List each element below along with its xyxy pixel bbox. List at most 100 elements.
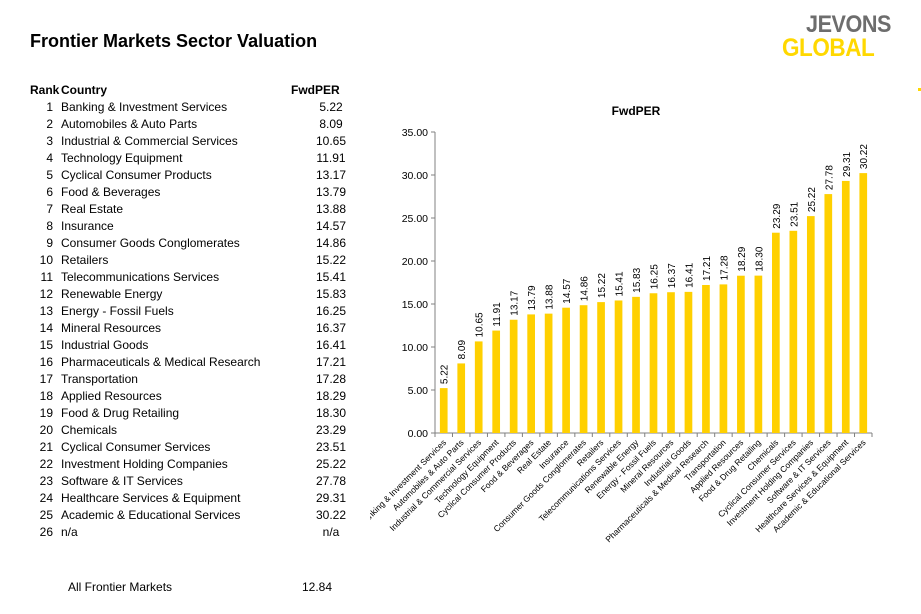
fwdper-cell: 16.41 [315, 337, 347, 352]
table-row: 11 Telecommunications Services 15.41 [30, 268, 371, 285]
rank-cell: 13 [39, 303, 53, 318]
country-cell: Banking & Investment Services [61, 99, 228, 114]
rank-cell: 22 [39, 456, 53, 471]
fwdper-cell: 13.79 [315, 184, 347, 199]
bar-data-label: 13.79 [527, 285, 538, 310]
header-rank: Rank [30, 83, 60, 97]
bar [597, 302, 605, 433]
bar-data-label: 29.31 [842, 151, 853, 176]
rank-cell: 3 [46, 133, 53, 148]
country-cell: Investment Holding Companies [61, 456, 228, 471]
table-row: 12 Renewable Energy 15.83 [30, 285, 371, 302]
table-row: 21 Cyclical Consumer Services 23.51 [30, 438, 371, 455]
bar [754, 275, 763, 433]
y-tick-label: 20.00 [402, 256, 428, 268]
total-label: All Frontier Markets [68, 580, 173, 594]
table-row: 22 Investment Holding Companies 25.22 [30, 455, 371, 472]
fwdper-cell: 8.09 [319, 116, 343, 131]
fwdper-bar-chart: FwdPER 0.00 5.00 10.00 15.00 20.00 25.00 30.00… [370, 104, 873, 544]
country-cell: Healthcare Services & Equipment [61, 490, 241, 505]
bar-data-label: 10.65 [475, 312, 486, 337]
fwdper-cell: 17.28 [315, 371, 347, 386]
fwdper-cell: 16.37 [315, 320, 347, 335]
rank-cell: 4 [46, 150, 53, 165]
fwdper-cell: 13.88 [315, 201, 347, 216]
rank-cell: 19 [39, 405, 53, 420]
bar [859, 173, 868, 433]
fwdper-cell: 30.22 [315, 507, 347, 522]
country-cell: Energy - Fossil Fuels [61, 303, 174, 318]
bar [492, 330, 501, 433]
country-cell: Food & Beverages [61, 184, 161, 199]
rank-cell: 7 [46, 201, 53, 216]
table-row: 20 Chemicals 23.29 [30, 421, 371, 438]
y-tick-label: 35.00 [402, 127, 428, 139]
country-cell: Renewable Energy [61, 286, 163, 301]
bar [806, 216, 815, 433]
bar [474, 341, 483, 433]
header-fwdper: FwdPER [291, 83, 340, 97]
bar [457, 363, 466, 433]
table-row: 10 Retailers 15.22 [30, 251, 371, 268]
rank-cell: 5 [46, 167, 53, 182]
rank-cell: 6 [46, 184, 53, 199]
bar-data-label: 23.51 [789, 201, 800, 226]
table-row: 8 Insurance 14.57 [30, 217, 371, 234]
rank-cell: 8 [46, 218, 53, 233]
bar [632, 296, 640, 433]
country-cell: Applied Resources [61, 388, 162, 403]
country-cell: Industrial Goods [61, 337, 149, 352]
rank-cell: 16 [39, 354, 53, 369]
logo-line2: GLOBAL [782, 34, 875, 62]
rank-cell: 17 [39, 371, 53, 386]
bar [824, 194, 833, 433]
bar [544, 313, 553, 433]
table-row: 16 Pharmaceuticals & Medical Research 17.2… [30, 353, 371, 370]
y-tick-label: 25.00 [402, 213, 428, 225]
bar [509, 319, 518, 433]
country-cell: Cyclical Consumer Products [61, 167, 212, 182]
rank-cell: 12 [39, 286, 53, 301]
fwdper-cell: 17.21 [315, 354, 347, 369]
country-cell: Cyclical Consumer Services [61, 439, 211, 454]
country-cell: Technology Equipment [61, 150, 183, 165]
bar-data-label: 18.30 [754, 246, 765, 271]
bar-data-label: 16.25 [650, 264, 661, 289]
rank-cell: 2 [46, 116, 53, 131]
bar [439, 388, 448, 433]
fwdper-cell: 18.30 [315, 405, 347, 420]
table-row: 4 Technology Equipment 11.91 [30, 149, 371, 166]
table-row: 2 Automobiles & Auto Parts 8.09 [30, 115, 371, 132]
bar [649, 293, 658, 433]
rank-cell: 15 [39, 337, 53, 352]
country-cell: Automobiles & Auto Parts [61, 116, 198, 131]
y-tick-label: 30.00 [402, 170, 428, 182]
table-row: 1 Banking & Investment Services 5.22 [30, 98, 371, 115]
table-row: 24 Healthcare Services & Equipment 29.31 [30, 489, 371, 506]
fwdper-cell: 18.29 [315, 388, 347, 403]
bar-data-label: 8.09 [457, 340, 468, 360]
page-title: Frontier Markets Sector Valuation [30, 31, 318, 51]
rank-cell: 26 [39, 524, 53, 539]
table-row: 14 Mineral Resources 16.37 [30, 319, 371, 336]
bar [737, 275, 745, 433]
valuation-table: Rank Country FwdPER 1 Banking & Investmen… [30, 82, 371, 540]
bar-data-label: 15.22 [597, 273, 608, 298]
fwdper-cell: 14.86 [315, 235, 347, 250]
bar [527, 314, 535, 433]
fwdper-cell: 5.22 [319, 99, 343, 114]
country-cell: Transportation [61, 371, 138, 386]
bar-data-label: 14.86 [580, 276, 591, 301]
bar [789, 230, 798, 433]
table-row: 3 Industrial & Commercial Services 10.65 [30, 132, 371, 149]
bar [684, 291, 693, 433]
rank-cell: 1 [46, 99, 53, 114]
rank-cell: 18 [39, 388, 53, 403]
country-cell: Software & IT Services [61, 473, 183, 488]
fwdper-cell: 29.31 [315, 490, 347, 505]
country-cell: Real Estate [61, 201, 124, 216]
rank-cell: 11 [40, 269, 53, 284]
bar-data-label: 13.17 [510, 290, 521, 315]
country-cell: Insurance [61, 218, 114, 233]
y-tick-label: 0.00 [408, 428, 429, 440]
